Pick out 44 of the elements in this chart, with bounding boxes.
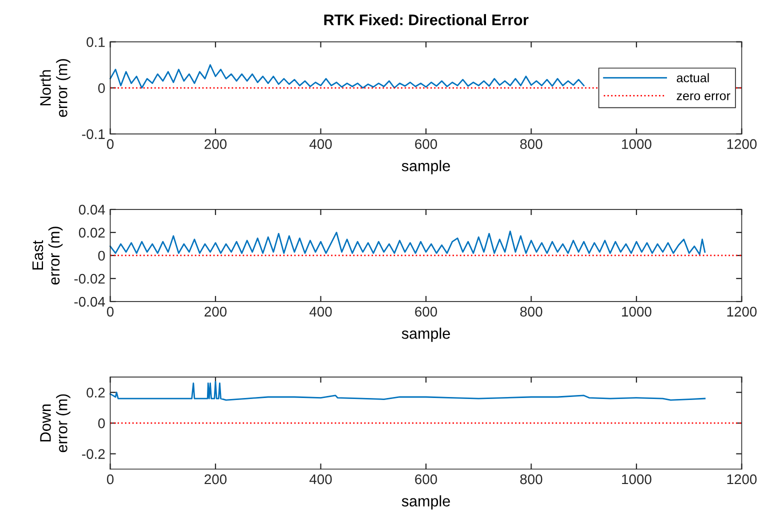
x-tick-label: 1200	[727, 306, 757, 317]
x-axis-title: sample	[402, 160, 450, 174]
legend-label: zero error	[676, 93, 730, 100]
x-tick-label: 1000	[622, 306, 652, 317]
y-tick-label: 0.2	[86, 388, 105, 398]
x-tick-label: 0	[106, 139, 114, 149]
line-series	[110, 64, 585, 89]
y-tick-label: -0.02	[74, 274, 105, 284]
x-tick-label: 400	[309, 139, 332, 149]
x-tick-label: 600	[415, 139, 438, 149]
chart-title: RTK Fixed: Directional Error	[324, 14, 528, 26]
x-axis-title: sample	[402, 495, 450, 510]
legend-label: actual	[676, 73, 709, 82]
x-axis-title: sample	[402, 328, 450, 342]
x-tick-label: 800	[520, 139, 542, 149]
y-tick-label: 0.04	[78, 204, 105, 215]
x-tick-label: 1200	[727, 474, 757, 484]
x-tick-label: 200	[204, 306, 227, 317]
x-tick-label: 0	[106, 474, 114, 484]
x-tick-label: 200	[204, 139, 227, 149]
x-tick-label: 800	[520, 306, 542, 317]
x-tick-label: 1000	[622, 474, 652, 484]
y-tick-label: 0	[98, 83, 105, 94]
x-tick-label: 800	[520, 474, 542, 484]
x-tick-label: 1000	[622, 139, 652, 149]
x-tick-label: 400	[309, 474, 332, 484]
x-tick-label: 400	[309, 306, 332, 317]
y-tick-label: 0.02	[78, 228, 105, 238]
y-tick-label: 0.1	[86, 37, 105, 48]
y-tick-label: -0.1	[82, 129, 105, 140]
y-axis-title: Down error (m)	[40, 394, 70, 452]
line-series	[110, 380, 706, 401]
x-tick-label: 0	[106, 306, 114, 317]
x-tick-label: 1200	[727, 139, 757, 149]
x-tick-label: 600	[415, 306, 438, 317]
x-tick-label: 600	[415, 474, 438, 484]
y-tick-label: 0	[98, 418, 105, 428]
y-tick-label: 0	[98, 250, 105, 261]
line-series	[110, 230, 706, 256]
y-tick-label: -0.2	[82, 449, 105, 459]
x-tick-label: 200	[204, 474, 227, 484]
y-axis-title: North error (m)	[40, 59, 70, 117]
y-tick-label: -0.04	[74, 296, 105, 307]
y-axis-title: East error (m)	[32, 226, 63, 285]
